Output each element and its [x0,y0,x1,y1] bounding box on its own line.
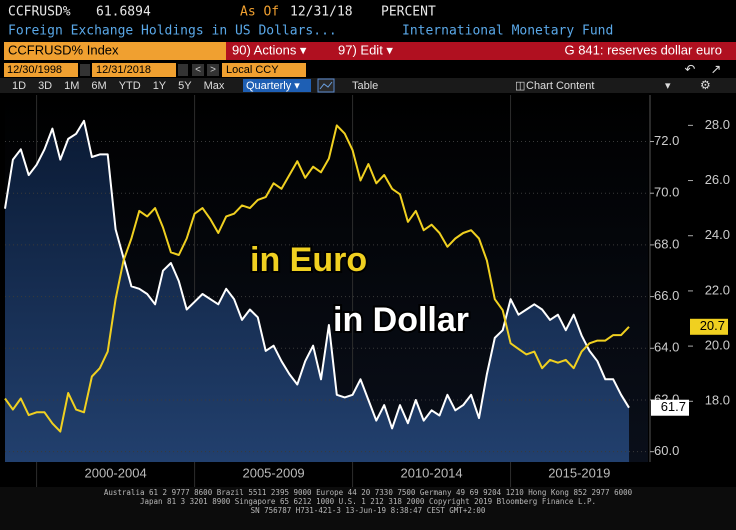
as-of-label: As Of [240,5,279,20]
next-button[interactable] [207,64,219,76]
start-date-field[interactable] [4,63,78,77]
footer: Australia 61 2 9777 8600 Brazil 5511 239… [0,487,736,530]
as-of-date: 12/31/18 [290,5,353,20]
x-tick-label: 2010-2014 [400,465,462,480]
currency-field[interactable] [222,63,306,77]
start-date: 12/30/1998 [7,64,62,76]
source: International Monetary Fund [402,24,613,39]
calendar-button[interactable] [178,64,188,76]
next-icon: > [210,65,216,76]
table-button[interactable]: Table [352,80,378,92]
menu-bar [226,42,736,60]
y-tick-label: 68.0 [654,236,679,251]
range-button[interactable]: 5Y [178,80,192,92]
chart-type-icon [319,81,333,90]
footer-bar [0,487,736,530]
y2-tick-label: 20.0 [705,338,730,353]
range-button[interactable]: 1D [12,80,26,92]
calendar-button[interactable] [80,64,90,76]
footer-line: Australia 61 2 9777 8600 Brazil 5511 239… [104,488,633,497]
end-date-field[interactable] [92,63,176,77]
y2-tick-label: 28.0 [705,117,730,132]
annotation: in Euro [250,241,367,279]
last-value-label: 61.7 [661,399,686,414]
y-tick-label: 66.0 [654,288,679,303]
frequency-button[interactable] [243,79,311,92]
line [4,119,630,430]
prev-button[interactable] [192,64,204,76]
y-tick-label: 70.0 [654,185,679,200]
footer-line: SN 756787 H731-421-3 13-Jun-19 8:38:47 C… [251,506,486,515]
chart-content-button[interactable]: Chart Content [526,80,594,92]
y2-tick-label: 26.0 [705,172,730,187]
end-date: 12/31/2018 [96,64,151,76]
actions-menu[interactable]: 90) Actions ▾ [232,42,307,57]
frequency[interactable]: Quarterly ▾ [246,80,300,92]
chart-name: G 841: reserves dollar euro [564,42,722,57]
y-tick-label: 60.0 [654,443,679,458]
range-button[interactable]: 1M [64,80,79,92]
prev-icon: < [195,65,201,76]
y-tick-label: 64.0 [654,340,679,355]
security-bar [4,42,226,60]
range-button[interactable]: 3D [38,80,52,92]
x-tick-label: 2005-2009 [242,465,304,480]
last-price: 61.6894 [96,5,151,20]
line [4,124,630,433]
range-button[interactable]: 1Y [153,80,167,92]
annotation: in Dollar [333,301,469,339]
description: Foreign Exchange Holdings in US Dollars.… [8,24,337,39]
y-tick-label: 72.0 [654,133,679,148]
range-button[interactable]: YTD [119,80,141,92]
x-tick-label: 2000-2004 [85,465,147,480]
range-button[interactable]: 6M [91,80,106,92]
y2-tick-label: 22.0 [705,282,730,297]
undo-icon[interactable]: ↶ [685,61,696,76]
range-button[interactable]: Max [204,80,225,92]
last-value-tag [651,399,689,416]
chart: 2000-2004 2005-2009 2010-2014 2015-2019 60.0… [0,95,730,487]
share-icon[interactable]: ↗ [711,61,722,76]
range-bar [0,78,736,93]
units: PERCENT [381,5,436,20]
x-axis-strip [0,462,650,487]
settings-icon[interactable]: ⚙ [700,78,711,92]
area [5,120,630,463]
y2-tick-label: 18.0 [705,393,730,408]
last-value-tag [690,318,728,335]
ticker: CCFRUSD% [8,5,71,20]
last-value-label: 20.7 [700,318,725,333]
footer-line: Japan 81 3 3201 8900 Singapore 65 6212 1… [140,497,596,506]
security[interactable]: CCFRUSD% Index [8,42,119,57]
chart-content-icon: ◫ [515,80,525,92]
currency: Local CCY [226,64,279,76]
edit-menu[interactable]: 97) Edit ▾ [338,42,393,57]
x-tick-label: 2015-2019 [548,465,610,480]
y2-tick-label: 24.0 [705,227,730,242]
settings-caret[interactable]: ▾ [665,80,671,92]
